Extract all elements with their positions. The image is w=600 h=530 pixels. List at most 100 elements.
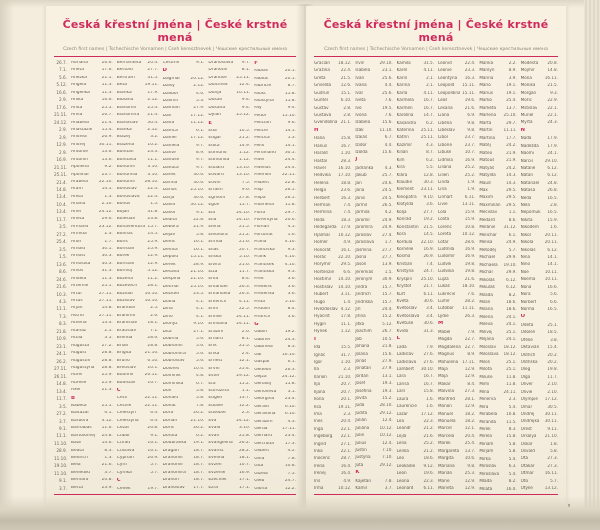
entry-date: 13.12. <box>544 486 558 491</box>
name-entry: Gina 7.8. <box>254 457 296 461</box>
entry-name: Dorota <box>162 433 178 438</box>
entry-name: Miluše <box>479 374 493 379</box>
entry-date: 23.7. <box>464 142 476 147</box>
name-entry: Oskar 1.8. <box>521 442 558 446</box>
entry-date: 24.3. <box>284 337 296 342</box>
name-entry: Lina 1.9. <box>438 187 475 191</box>
name-entry: Norbert 6.6. <box>521 300 558 304</box>
name-entry: Lenka 21.2. <box>397 449 434 453</box>
name-entry: Lolita 15.9. <box>438 217 475 221</box>
name-entry: Helena 18.8. <box>314 181 351 185</box>
name-entry: Bianka 17.9. <box>117 91 159 95</box>
entry-name: Genadij <box>254 382 271 387</box>
name-entry: Otmar 16.11. <box>521 471 558 475</box>
name-entry: Konstantin 21.5. <box>397 225 434 229</box>
entry-name: Artur <box>71 291 83 296</box>
name-entry: Božena 11.2. <box>117 277 159 281</box>
name-entry: Mojmír 14.8. <box>521 68 558 72</box>
name-entry: Filemon 22.11. <box>254 173 296 177</box>
name-entry: Leopold 15.11. <box>438 83 475 87</box>
name-entry: Baltazar 6.1. <box>71 411 113 415</box>
entry-name: Klotylda <box>396 202 414 207</box>
gutter-date: 9.1. <box>59 425 67 431</box>
entry-date: 26.5. <box>284 195 296 200</box>
entry-date: 31.5. <box>423 61 434 65</box>
name-entry: Malvína 27.3. <box>438 389 475 393</box>
entry-name: Ema <box>208 277 219 282</box>
entry-name: Livie <box>437 202 448 207</box>
entry-name: Mirabela <box>479 412 498 417</box>
entry-name: Oldřiška <box>520 359 538 364</box>
name-entry: Michael 29.9. <box>479 255 516 259</box>
section-letter: K <box>355 470 392 475</box>
entry-name: Astrid <box>71 313 84 318</box>
name-entry: Izidor 4.4. <box>355 143 392 147</box>
name-entry: Lilien 25.2. <box>438 173 475 177</box>
entry-date: 21.10. <box>544 434 558 439</box>
entry-name: Attila <box>71 336 83 341</box>
name-entry: Emerich 4.11. <box>208 300 250 304</box>
entry-name: Oliver <box>520 382 533 387</box>
entry-name: Blanka <box>116 127 132 132</box>
name-entry: Lidmila 16.9. <box>438 158 475 162</box>
name-entry: Jaromíra 24.9. <box>355 225 392 229</box>
entry-name: Artuš <box>71 299 83 303</box>
entry-date: 25.10. <box>420 276 434 281</box>
entry-name: Joachim <box>355 329 372 334</box>
name-entry: Irvin 29.10. <box>355 61 392 65</box>
name-entry: Maxmilián 29.5. <box>479 203 516 207</box>
entry-date: 10.8. <box>284 464 296 469</box>
entry-name: Fortunát <box>254 232 273 237</box>
entry-name: Leonie <box>437 68 452 73</box>
entry-name: Čeněk <box>116 486 131 491</box>
entry-name: Augustýna <box>71 365 95 370</box>
entry-date: 17.7. <box>193 485 205 490</box>
name-entry: Irena 16.4. <box>314 464 351 468</box>
entry-date: 25.5. <box>101 105 113 110</box>
name-entry: Marilyn 8.9. <box>479 68 516 72</box>
name-entry: Milena 24.1. <box>479 315 516 319</box>
entry-name: Angela <box>71 83 87 88</box>
entry-date: 5.8. <box>196 396 205 401</box>
entry-name: Emerich <box>208 299 227 304</box>
section-letter: E <box>208 121 250 126</box>
name-entry: Daisy 2.12. <box>163 84 205 88</box>
entry-name: Janis <box>355 195 366 200</box>
entry-date: 10.5. <box>239 128 251 133</box>
entry-date: 6.9. <box>467 113 476 118</box>
name-entry: Fridolín 8.4. <box>254 307 296 311</box>
section-letter-text: B <box>71 395 75 401</box>
name-entry: Horymír 29.5. <box>314 262 351 266</box>
entry-date: 21.10. <box>190 418 205 423</box>
name-entry: Areta 1.3. <box>71 195 113 199</box>
name-entry: Ludvík 19.8. <box>438 262 475 266</box>
entry-name: Darek <box>162 173 176 178</box>
entry-name: Květa <box>396 299 409 303</box>
entry-name: Justin <box>355 447 367 452</box>
name-entry: Mstislav 22.1. <box>521 106 558 110</box>
entry-date: 19.1. <box>506 90 517 95</box>
entry-date: 18.6. <box>506 300 517 304</box>
entry-date: 22.4. <box>147 187 159 192</box>
entry-date: 5.8. <box>508 441 517 446</box>
gutter-date: 3.7. <box>59 485 67 491</box>
entry-date: 25.2. <box>464 172 476 177</box>
entry-name: Frederika <box>254 292 275 297</box>
name-entry: Kristýna 24.7. <box>397 269 434 273</box>
entry-date: 5.12. <box>382 321 393 326</box>
entry-name: Axel <box>71 388 81 393</box>
entry-name: Mirela <box>479 434 492 439</box>
entry-date: 20.4. <box>340 419 352 424</box>
entry-date: 25.6. <box>382 90 393 95</box>
entry-date: 23.9. <box>101 485 113 490</box>
entry-date: 8.9. <box>467 352 476 357</box>
entry-date: 6.12. <box>547 173 558 178</box>
entry-date: 30.3. <box>101 254 113 259</box>
entry-name: Borislav <box>116 246 135 251</box>
entry-date: 27.3. <box>547 456 558 461</box>
entry-date: 17.12. <box>544 397 558 402</box>
entry-name: Dagmar <box>162 76 181 81</box>
entry-date: 19.1. <box>193 441 205 446</box>
name-entry: Milana 18.6. <box>479 307 516 311</box>
entry-name: Leopoldina <box>437 90 461 95</box>
